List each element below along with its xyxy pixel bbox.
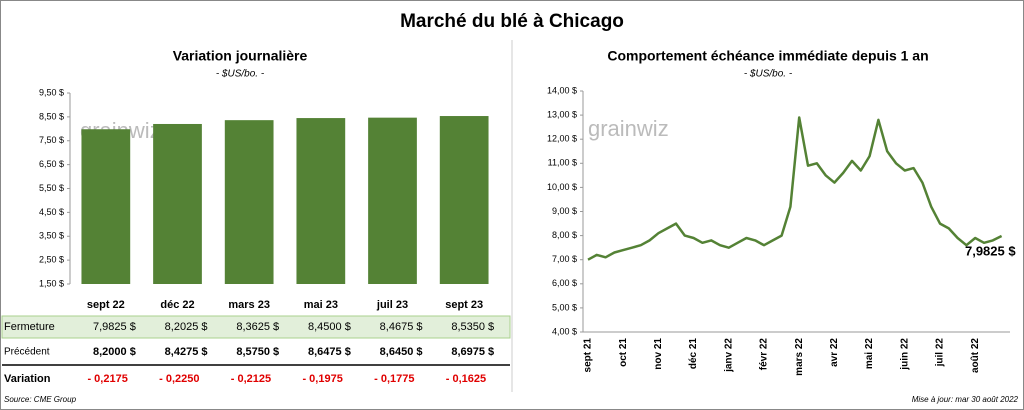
cell: 8,4675 $	[380, 321, 423, 333]
x-tick-label: sept 23	[445, 299, 483, 311]
cell: - 0,2125	[231, 373, 271, 385]
main-title: Marché du blé à Chicago	[400, 11, 624, 32]
y-tick-label: 5,50 $	[39, 183, 64, 193]
x-tick-label: oct 21	[618, 338, 629, 367]
row-label: Variation	[4, 373, 51, 385]
x-tick-label: juin 22	[899, 338, 910, 371]
bar	[81, 129, 131, 284]
row-label: Fermeture	[4, 321, 55, 333]
cell: 8,2000 $	[93, 346, 136, 358]
bar	[368, 117, 417, 284]
x-tick-label: juil 22	[935, 338, 946, 368]
source: Source: CME Group	[4, 395, 77, 404]
y-tick-label: 10,00 $	[547, 182, 577, 192]
chart-title: Comportement échéance immédiate depuis 1…	[607, 48, 928, 64]
x-tick-label: sept 22	[87, 299, 125, 311]
y-tick-label: 6,00 $	[552, 278, 577, 288]
cell: 8,4500 $	[308, 321, 351, 333]
x-tick-label: août 22	[970, 338, 981, 373]
x-tick-label: janv 22	[723, 338, 734, 373]
cell: - 0,1975	[302, 373, 342, 385]
bar	[224, 120, 274, 285]
cell: 8,6975 $	[451, 346, 494, 358]
cell: 8,5750 $	[236, 346, 279, 358]
chart-subtitle: - $US/bo. -	[744, 69, 793, 80]
y-tick-label: 5,00 $	[552, 302, 577, 312]
y-tick-label: 7,50 $	[39, 135, 64, 145]
value-label: 7,9825 $	[965, 243, 1016, 258]
cell: 8,6475 $	[308, 346, 351, 358]
cell: 8,4275 $	[165, 346, 208, 358]
x-tick-label: sept 21	[583, 338, 594, 373]
row-highlight	[1, 315, 511, 339]
line-series	[587, 116, 1003, 261]
cell: - 0,2250	[159, 373, 199, 385]
x-tick-label: juil 23	[376, 299, 408, 311]
chart-title: Variation journalière	[173, 48, 308, 64]
y-tick-label: 9,00 $	[552, 206, 577, 216]
x-tick-label: mai 22	[864, 338, 875, 370]
y-tick-label: 7,00 $	[552, 254, 577, 264]
x-tick-label: nov 21	[653, 338, 664, 370]
bar	[153, 123, 202, 284]
y-tick-label: 3,50 $	[39, 231, 64, 241]
y-tick-label: 9,50 $	[39, 87, 64, 97]
y-tick-label: 12,00 $	[547, 134, 577, 144]
cell: 8,3625 $	[236, 321, 279, 333]
y-tick-label: 8,50 $	[39, 111, 64, 121]
y-tick-label: 6,50 $	[39, 159, 64, 169]
watermark: grainwiz	[588, 116, 669, 141]
y-tick-label: 8,00 $	[552, 230, 577, 240]
y-tick-label: 4,00 $	[552, 326, 577, 336]
y-tick-label: 2,50 $	[39, 255, 64, 265]
cell: - 0,1625	[446, 373, 486, 385]
x-tick-label: mars 23	[228, 299, 270, 311]
x-tick-label: déc 21	[688, 338, 699, 370]
cell: 7,9825 $	[93, 321, 136, 333]
bar	[439, 116, 489, 285]
row-label: Précédent	[4, 347, 50, 358]
cell: 8,2025 $	[165, 321, 208, 333]
y-tick-label: 13,00 $	[547, 109, 577, 119]
bar	[296, 118, 346, 284]
y-tick-label: 4,50 $	[39, 207, 64, 217]
x-tick-label: déc 22	[160, 299, 194, 311]
x-tick-label: mars 22	[794, 338, 805, 376]
cell: 8,5350 $	[451, 321, 494, 333]
cell: - 0,1775	[374, 373, 414, 385]
cell: - 0,2175	[87, 373, 127, 385]
chart-subtitle: - $US/bo. -	[216, 69, 265, 80]
y-tick-label: 11,00 $	[548, 158, 577, 168]
y-tick-label: 1,50 $	[39, 278, 64, 288]
x-tick-label: mai 23	[304, 299, 338, 311]
update-date: Mise à jour: mar 30 août 2022	[912, 395, 1019, 404]
x-tick-label: avr 22	[829, 338, 840, 367]
x-tick-label: févr 22	[759, 338, 770, 371]
y-tick-label: 14,00 $	[547, 85, 577, 95]
cell: 8,6450 $	[380, 346, 423, 358]
